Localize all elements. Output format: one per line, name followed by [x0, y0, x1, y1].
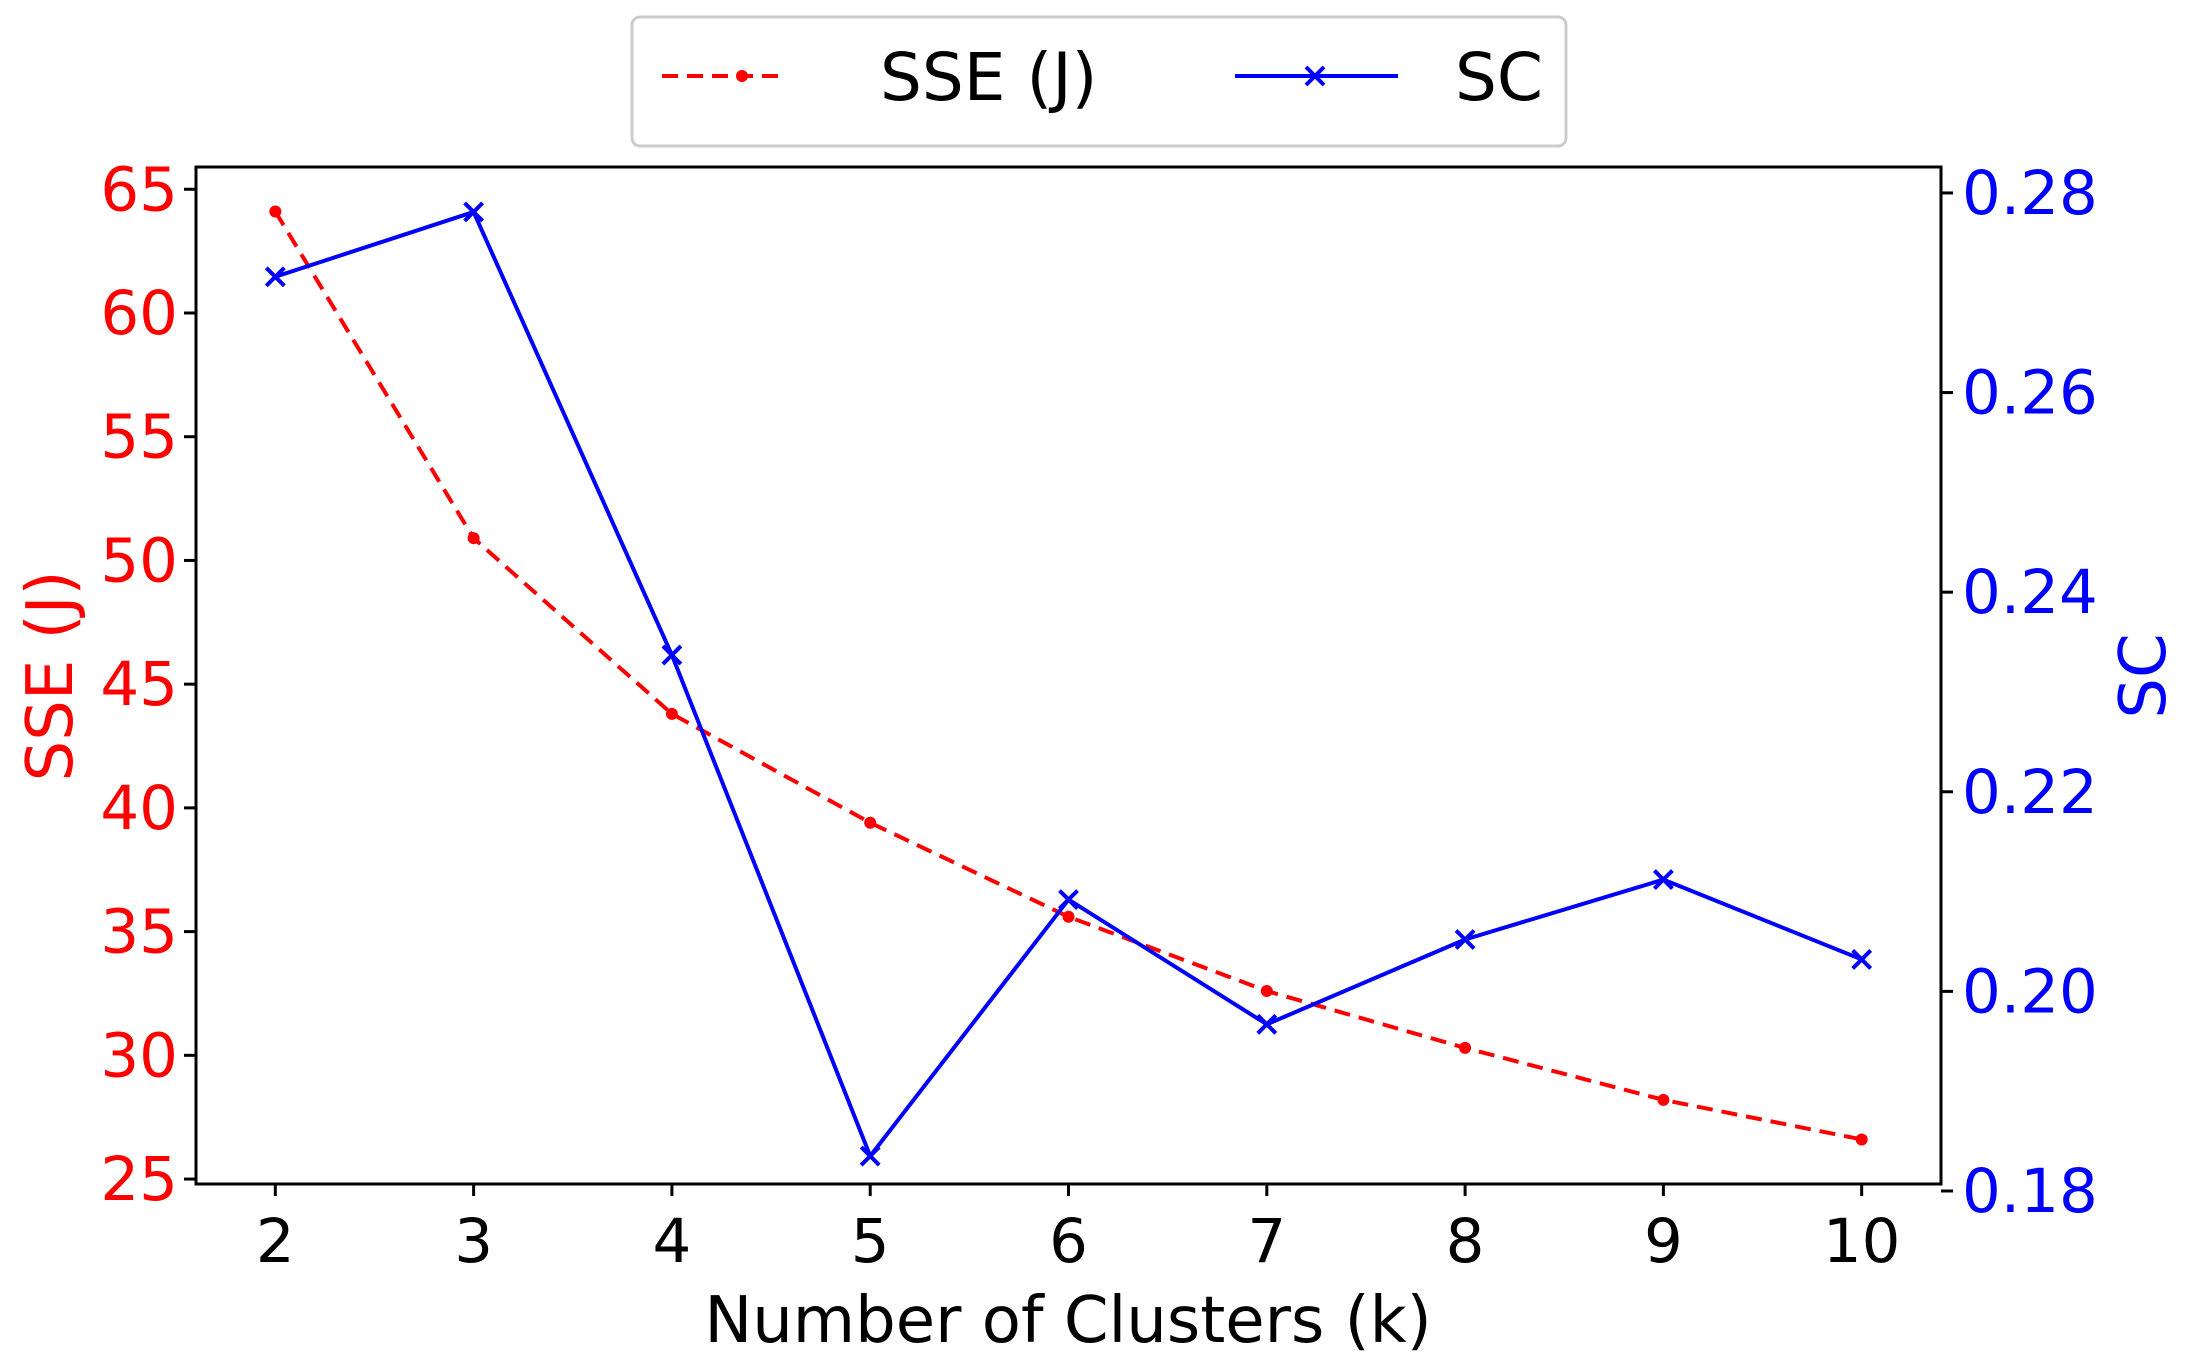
left-tick-label: 60 — [100, 278, 178, 349]
left-tick-label: 25 — [100, 1144, 178, 1215]
left-tick-label: 35 — [100, 897, 178, 968]
right-tick-label: 0.26 — [1962, 358, 2098, 429]
left-axis-title: SSE (J) — [14, 571, 88, 782]
x-tick-label: 7 — [1247, 1206, 1286, 1277]
series-line-sse-j — [273, 210, 1863, 1142]
right-axis-title: SC — [2107, 633, 2181, 718]
data-point-sc — [1851, 949, 1873, 970]
legend: SSE (J) SC — [630, 15, 1568, 148]
data-point-sc — [463, 201, 485, 223]
data-point-sse-j — [467, 532, 480, 545]
legend-sse-marker — [736, 70, 748, 82]
left-tick-label: 50 — [100, 525, 178, 596]
right-axis-ticks: 0.18 0.20 0.22 0.24 0.26 0.28 — [1941, 158, 2098, 1227]
data-point-sse-j — [1260, 984, 1273, 997]
data-point-sse-j — [269, 205, 282, 218]
right-tick-label: 0.18 — [1962, 1156, 2098, 1227]
data-point-sse-j — [1062, 910, 1075, 923]
x-tick-label: 4 — [653, 1206, 692, 1277]
data-point-sc — [1454, 929, 1476, 950]
legend-sse-label: SSE (J) — [880, 39, 1097, 116]
x-tick-label: 3 — [454, 1206, 493, 1277]
x-tick-label: 10 — [1823, 1206, 1901, 1277]
right-tick-label: 0.28 — [1962, 158, 2098, 229]
left-tick-label: 55 — [100, 402, 178, 473]
data-point-sc — [1058, 889, 1079, 910]
data-point-sc — [1256, 1013, 1278, 1035]
left-tick-label: 45 — [100, 649, 178, 720]
data-point-sc — [264, 266, 286, 288]
data-point-sse-j — [864, 816, 877, 829]
x-tick-label: 6 — [1049, 1206, 1088, 1277]
left-tick-label: 30 — [100, 1020, 178, 1091]
right-tick-label: 0.24 — [1962, 557, 2098, 628]
legend-sc-marker — [1304, 65, 1326, 87]
x-tick-label: 2 — [256, 1206, 295, 1277]
right-tick-label: 0.22 — [1962, 757, 2098, 828]
left-axis-ticks: 25 30 35 40 45 50 55 60 65 — [100, 154, 196, 1215]
data-point-sc — [661, 644, 683, 666]
data-point-sse-j — [1657, 1093, 1670, 1106]
x-tick-label: 8 — [1446, 1206, 1485, 1277]
series-layer — [264, 201, 1873, 1167]
data-point-sse-j — [1459, 1041, 1472, 1054]
series-line-sc — [274, 209, 1863, 1159]
plot-frame — [194, 165, 1943, 1186]
x-tick-label: 5 — [851, 1206, 890, 1277]
x-axis-title: Number of Clusters (k) — [704, 1284, 1431, 1358]
right-tick-label: 0.20 — [1962, 956, 2098, 1027]
data-point-sc — [859, 1145, 881, 1167]
data-point-sse-j — [665, 707, 678, 720]
left-tick-label: 40 — [100, 773, 178, 844]
x-axis-ticks: 2 3 4 5 6 7 8 9 10 — [256, 1184, 1901, 1277]
x-tick-label: 9 — [1644, 1206, 1683, 1277]
legend-box — [630, 15, 1568, 148]
left-tick-label: 65 — [100, 154, 178, 225]
data-point-sse-j — [1855, 1133, 1868, 1146]
legend-sc-label: SC — [1455, 39, 1543, 116]
data-point-sc — [1652, 869, 1674, 891]
